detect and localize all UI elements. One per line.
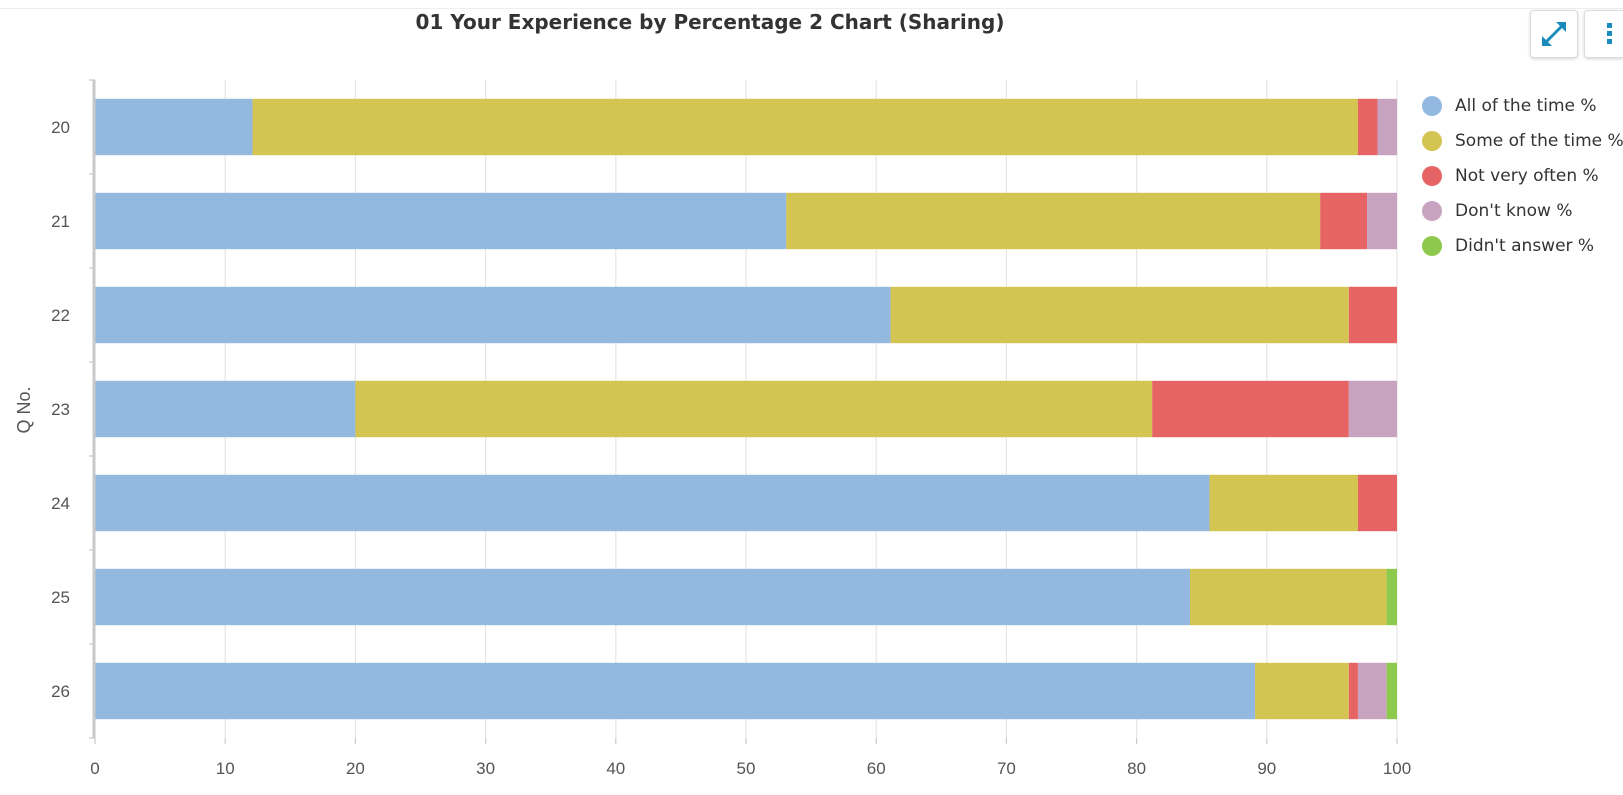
bar-segment[interactable] (1386, 568, 1397, 626)
legend-item[interactable]: All of the time % (1422, 88, 1623, 123)
legend-item[interactable]: Didn't answer % (1422, 228, 1623, 263)
expand-button[interactable] (1530, 10, 1578, 58)
bar-segment[interactable] (1348, 380, 1397, 438)
bar-segment[interactable] (1320, 192, 1368, 250)
legend-swatch (1422, 235, 1442, 256)
bar-segment[interactable] (1367, 192, 1397, 250)
y-tick-label: 22 (51, 306, 70, 325)
bar-segment[interactable] (95, 286, 891, 344)
expand-arrows-icon (1542, 22, 1566, 46)
y-tick-label: 21 (51, 212, 70, 231)
x-tick-label: 40 (606, 759, 625, 778)
bar-segment[interactable] (95, 192, 787, 250)
bar-segment[interactable] (1152, 380, 1349, 438)
x-tick-label: 30 (476, 759, 495, 778)
legend-label: Not very often % (1455, 165, 1599, 186)
x-tick-label: 20 (346, 759, 365, 778)
bar-segment[interactable] (1357, 474, 1397, 532)
legend-label: Didn't answer % (1455, 235, 1595, 256)
bar-segment[interactable] (95, 98, 253, 156)
bar-segment[interactable] (1386, 662, 1397, 720)
bar-segment[interactable] (1357, 662, 1387, 720)
y-axis-title: Q No. (14, 386, 34, 433)
legend-swatch (1422, 165, 1442, 186)
legend-item[interactable]: Not very often % (1422, 158, 1623, 193)
bar-segment[interactable] (355, 380, 1153, 438)
legend-swatch (1422, 130, 1442, 151)
chart-title: 01 Your Experience by Percentage 2 Chart… (415, 10, 1005, 34)
legend-label: Don't know % (1455, 200, 1573, 221)
x-tick-label: 0 (90, 759, 99, 778)
x-tick-label: 50 (737, 759, 756, 778)
bar-segment[interactable] (786, 192, 1321, 250)
y-tick-label: 23 (51, 400, 70, 419)
legend-label: Some of the time % (1455, 130, 1623, 151)
bar-segment[interactable] (1377, 98, 1397, 156)
legend-item[interactable]: Some of the time % (1422, 123, 1623, 158)
y-tick-label: 24 (51, 494, 70, 513)
x-tick-label: 10 (216, 759, 235, 778)
bar-segment[interactable] (95, 474, 1210, 532)
bar-segment[interactable] (1189, 568, 1387, 626)
chart-plot: 0 10 20 30 40 50 60 70 80 90 100 20 21 22 23 24 25 26 Q N… (14, 79, 1411, 778)
bar-segment[interactable] (95, 380, 356, 438)
header-divider (0, 8, 1623, 9)
vertical-ellipsis-icon (1607, 23, 1612, 44)
bars (95, 98, 1397, 720)
bar-segment[interactable] (1209, 474, 1358, 532)
more-options-button[interactable] (1584, 10, 1623, 58)
bar-segment[interactable] (252, 98, 1358, 156)
bar-segment[interactable] (1357, 98, 1378, 156)
bar-segment[interactable] (95, 568, 1190, 626)
x-tick-label: 70 (997, 759, 1016, 778)
y-tick-label: 26 (51, 682, 70, 701)
axes: 0 10 20 30 40 50 60 70 80 90 100 20 21 22 23 24 25 26 (51, 79, 1411, 778)
legend-item[interactable]: Don't know % (1422, 193, 1623, 228)
x-tick-label: 60 (867, 759, 886, 778)
legend-label: All of the time % (1455, 95, 1597, 116)
y-tick-label: 25 (51, 588, 70, 607)
y-tick-label: 20 (51, 118, 70, 137)
bar-segment[interactable] (95, 662, 1256, 720)
bar-segment[interactable] (890, 286, 1349, 344)
x-tick-label: 80 (1127, 759, 1146, 778)
legend-swatch (1422, 200, 1442, 221)
legend-swatch (1422, 95, 1442, 116)
x-tick-label: 90 (1257, 759, 1276, 778)
chart-legend: All of the time % Some of the time % Not v… (1422, 88, 1623, 263)
x-tick-label: 100 (1383, 759, 1411, 778)
bar-segment[interactable] (1348, 286, 1397, 344)
bar-segment[interactable] (1348, 662, 1358, 720)
bar-segment[interactable] (1255, 662, 1349, 720)
